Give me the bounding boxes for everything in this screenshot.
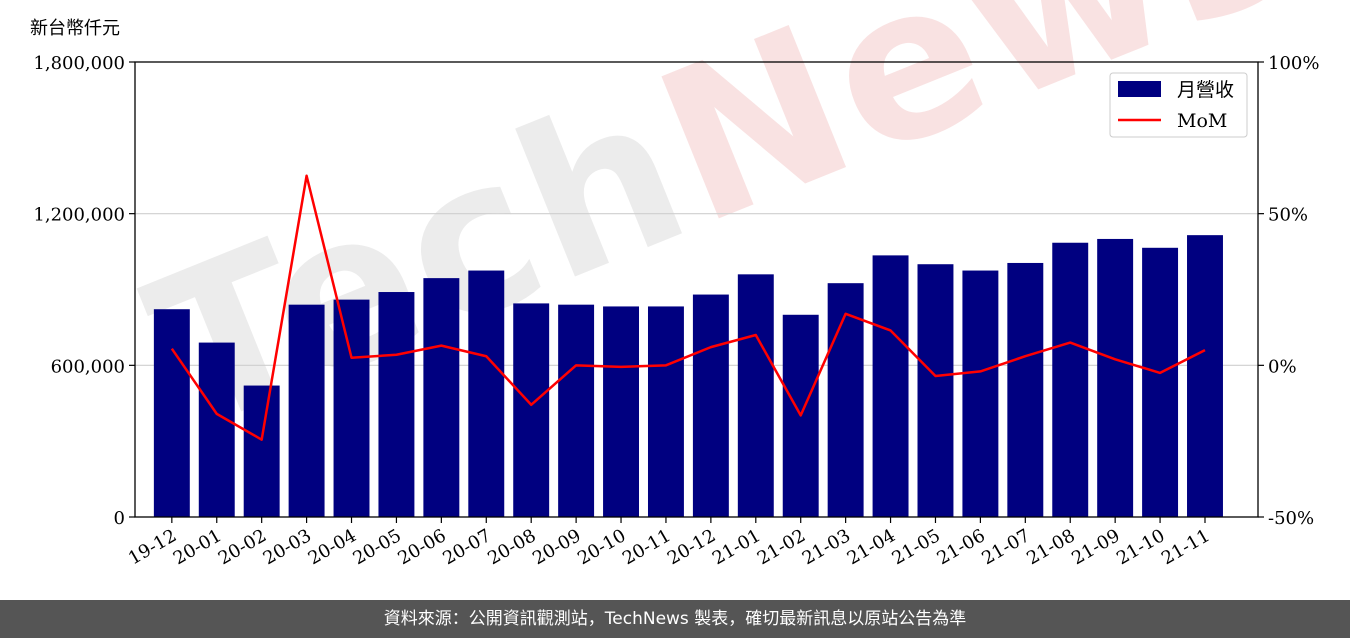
x-tick-label: 21-07 [978, 525, 1033, 569]
revenue-bar [198, 342, 235, 517]
x-tick-label: 20-05 [349, 525, 404, 569]
revenue-bar [513, 303, 550, 517]
revenue-bar [647, 306, 684, 517]
x-tick-label: 21-01 [709, 525, 764, 569]
revenue-chart: 0 600,000 1,200,000 1,800,000 -50% 0% 50% 100% 1… [33, 53, 1319, 569]
legend-label-mom: MoM [1177, 110, 1227, 132]
revenue-bar [917, 264, 954, 517]
x-tick-label: 20-12 [664, 525, 719, 569]
x-tick-label: 20-08 [484, 525, 539, 569]
revenue-bar [692, 294, 729, 517]
x-tick-label: 21-11 [1158, 525, 1213, 569]
revenue-bar [153, 309, 190, 517]
y-left-tick-label: 0 [114, 508, 125, 529]
y-right-tick-label: 100% [1268, 53, 1319, 74]
revenue-bar [378, 292, 415, 517]
x-tick-label: 21-03 [799, 525, 854, 569]
y-right-tick-label: -50% [1268, 508, 1314, 529]
revenue-bar [468, 270, 505, 517]
y-right-tick-label: 50% [1268, 205, 1308, 226]
y-left-tick-label: 1,800,000 [33, 53, 125, 74]
x-tick-label: 21-05 [889, 525, 944, 569]
revenue-bar [1097, 238, 1134, 517]
y-axis-unit-label: 新台幣仟元 [30, 18, 120, 39]
x-tick-label: 21-04 [844, 525, 899, 569]
x-tick-label: 20-04 [305, 525, 360, 569]
x-tick-label: 21-02 [754, 525, 809, 569]
y-left-tick-label: 600,000 [51, 356, 125, 377]
x-tick-label: 20-03 [260, 525, 315, 569]
mom-line [170, 174, 1206, 441]
x-tick-label: 20-07 [439, 525, 494, 569]
revenue-bar [243, 385, 280, 517]
revenue-bar [962, 270, 999, 517]
x-tick-label: 20-10 [574, 525, 629, 569]
revenue-bar [1187, 235, 1223, 517]
x-tick-label: 20-09 [529, 525, 584, 569]
revenue-bar [1052, 242, 1089, 517]
plot-frame [134, 61, 1259, 518]
x-tick-label: 21-09 [1068, 525, 1123, 569]
x-tick-label: 21-10 [1113, 525, 1168, 569]
x-tick-label: 20-06 [394, 525, 449, 569]
revenue-bar [1007, 262, 1044, 517]
x-tick-label: 20-11 [619, 525, 674, 569]
revenue-bar [333, 299, 370, 517]
x-tick-label: 19-12 [125, 525, 180, 569]
revenue-bar [872, 255, 909, 517]
revenue-bar [288, 304, 325, 517]
revenue-bar [827, 283, 864, 517]
x-tick-label: 21-08 [1023, 525, 1078, 569]
revenue-bar [423, 278, 460, 517]
x-tick-label: 21-06 [933, 525, 988, 569]
revenue-bar [603, 306, 640, 517]
revenue-bar [737, 274, 774, 517]
x-tick-label: 20-02 [215, 525, 270, 569]
legend-label-revenue: 月營收 [1177, 79, 1234, 101]
y-right-tick-label: 0% [1268, 356, 1297, 377]
legend-swatch-revenue [1118, 81, 1161, 97]
revenue-bar [1142, 247, 1179, 517]
y-left-tick-label: 1,200,000 [33, 205, 125, 226]
x-tick-label: 20-01 [170, 525, 225, 569]
revenue-bar [558, 304, 595, 517]
source-footer: 資料來源：公開資訊觀測站，TechNews 製表，確切最新訊息以原站公告為準 [0, 600, 1350, 638]
